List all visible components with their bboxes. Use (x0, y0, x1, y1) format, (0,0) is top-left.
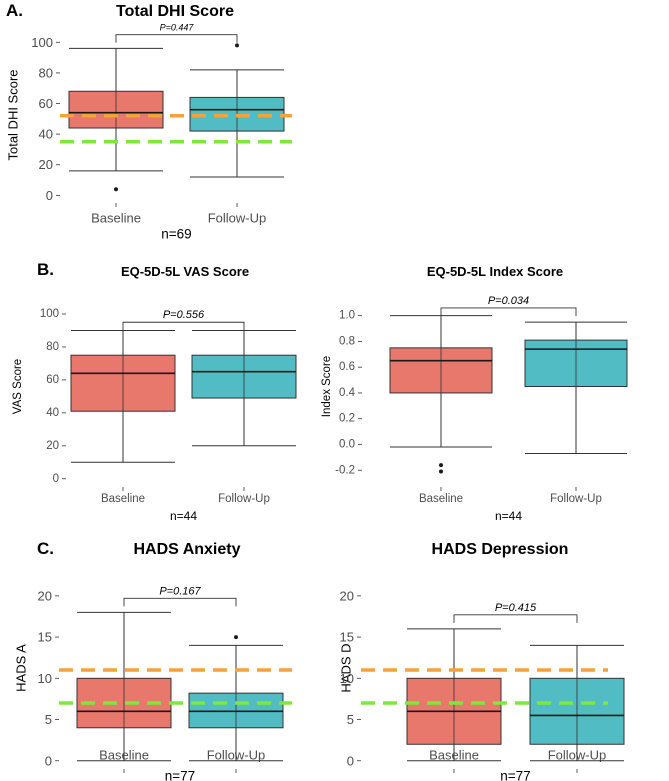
y-tick-label: 1.0 (339, 310, 355, 322)
y-tick-label: 5 (347, 712, 354, 727)
y-tick-label: 0.2 (339, 413, 355, 425)
box-baseline (389, 315, 493, 474)
chart-index: EQ-5D-5L Index Score Index Score -0.2 0.0 0.… (321, 264, 628, 523)
chart-vas: B. EQ-5D-5L VAS Score VAS Score 0 20 40 60 80 10… (12, 260, 297, 523)
x-tick-label: Follow-Up (208, 211, 267, 226)
y-tick-label: 5 (45, 712, 52, 727)
x-tick-label: Baseline (91, 211, 141, 226)
p-value-label: P=0.447 (160, 23, 195, 33)
chart-title: HADS Anxiety (134, 541, 241, 558)
box-followup (191, 329, 297, 447)
significance-bracket (122, 321, 245, 331)
y-tick-label: 0 (53, 473, 59, 485)
significance-bracket (440, 307, 577, 316)
y-tick-label: -0.2 (335, 464, 355, 476)
sample-size-label: n=44 (170, 509, 197, 523)
sample-size-label: n=77 (500, 769, 530, 781)
y-tick-label: 0 (46, 188, 53, 203)
y-tick-label: 10 (38, 671, 52, 686)
y-tick-label: 10 (340, 671, 354, 686)
outlier-point (439, 469, 443, 474)
y-tick-label: 20 (39, 157, 53, 172)
sample-size-label: n=77 (165, 769, 195, 781)
x-tick-label: Baseline (419, 493, 463, 505)
y-tick-label: 0.6 (339, 361, 355, 373)
x-tick-label: Baseline (101, 493, 145, 505)
y-tick-label: 0.8 (339, 335, 355, 347)
box-baseline (70, 329, 176, 463)
y-tick-label: 0.4 (339, 387, 356, 399)
y-tick-label: 0 (45, 753, 52, 768)
y-tick-label: 60 (39, 96, 53, 111)
outlier-point (234, 635, 238, 640)
y-tick-label: 80 (46, 341, 59, 353)
box-followup (189, 43, 285, 178)
y-tick-label: 20 (38, 588, 52, 603)
y-tick-label: 20 (46, 440, 59, 452)
outlier-point (439, 463, 443, 468)
p-value-label: P=0.556 (163, 309, 205, 321)
y-tick-label: 0.0 (339, 438, 355, 450)
y-tick-label: 15 (38, 630, 52, 645)
p-value-label: P=0.034 (488, 295, 529, 307)
chart-dhi: A. Total DHI Score Total DHI Score 0 20 40 60 8… (6, 1, 292, 242)
y-tick-label: 0 (347, 753, 354, 768)
y-axis-label: VAS Score (12, 359, 24, 414)
outlier-point (114, 187, 118, 192)
y-tick-label: 100 (40, 308, 59, 320)
sample-size-label: n=69 (161, 227, 191, 242)
y-tick-label: 100 (31, 35, 53, 50)
y-tick-label: 40 (46, 407, 59, 419)
box-baseline (68, 47, 164, 192)
significance-bracket (115, 34, 238, 43)
x-tick-label: Follow-Up (218, 493, 270, 505)
chart-title: EQ-5D-5L VAS Score (121, 264, 249, 279)
x-tick-label: Follow-Up (550, 493, 602, 505)
sample-size-label: n=44 (495, 509, 522, 523)
box-followup (524, 321, 628, 454)
panel-label: A. (6, 1, 23, 20)
y-tick-label: 40 (39, 127, 53, 142)
panel-label: B. (37, 260, 54, 279)
box-baseline (406, 628, 502, 762)
y-tick-label: 20 (340, 588, 354, 603)
box-baseline (76, 611, 172, 762)
y-tick-label: 15 (340, 630, 354, 645)
significance-bracket (123, 597, 237, 607)
y-tick-label: 60 (46, 374, 59, 386)
y-axis-label: Index Score (321, 356, 333, 417)
outlier-point (235, 43, 239, 48)
box-followup (188, 635, 284, 762)
chart-title: EQ-5D-5L Index Score (427, 264, 563, 279)
significance-bracket (453, 614, 578, 623)
panel-label: C. (37, 539, 54, 558)
chart-title: Total DHI Score (116, 3, 234, 20)
y-tick-label: 80 (39, 65, 53, 80)
y-axis-label: Total DHI Score (6, 69, 21, 160)
p-value-label: P=0.415 (495, 602, 537, 614)
y-axis-label: HADS A (14, 644, 29, 692)
box-followup (529, 644, 625, 762)
y-axis-label: HADS D (339, 643, 354, 692)
p-value-label: P=0.167 (159, 585, 201, 597)
chart-title: HADS Depression (432, 541, 569, 558)
